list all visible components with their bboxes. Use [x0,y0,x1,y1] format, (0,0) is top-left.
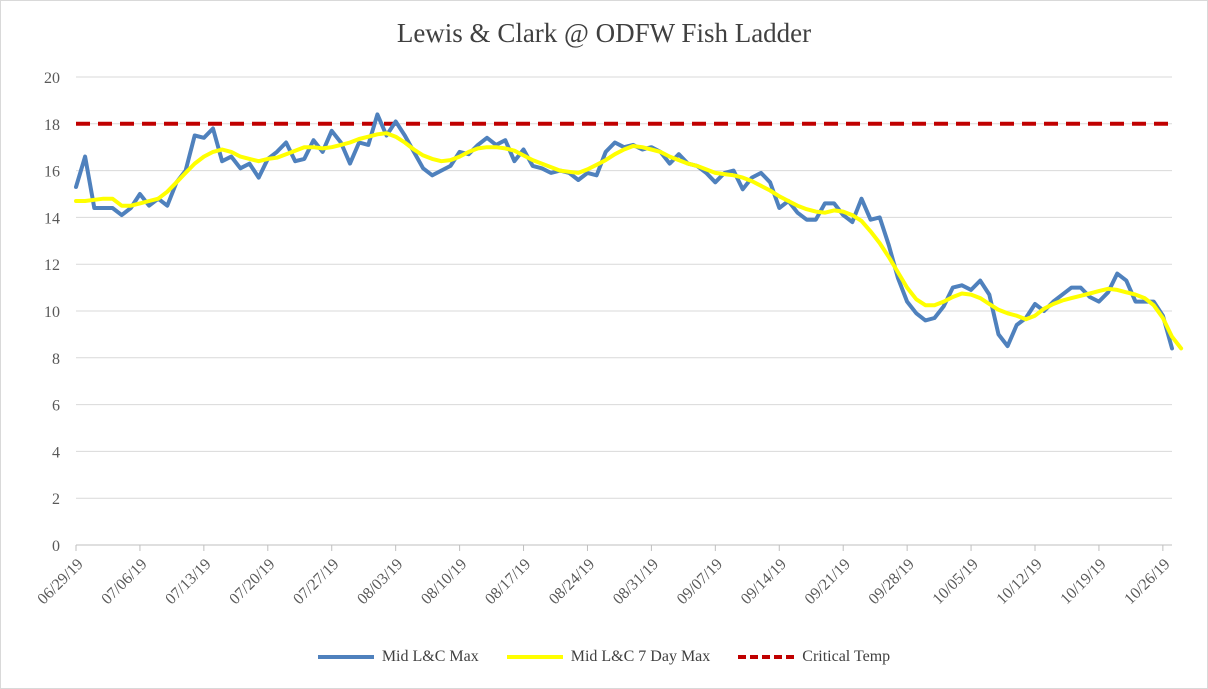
chart-title: Lewis & Clark @ ODFW Fish Ladder [396,18,812,48]
legend-label-mid-max: Mid L&C Max [381,648,479,665]
y-tick-label: 10 [44,304,60,321]
series-lines [74,112,1184,351]
legend-swatch-7day-max [506,655,563,659]
legend-item-mid-max: Mid L&C Max [317,648,479,666]
x-tick-label: 09/07/19 [674,556,726,608]
y-tick-label: 16 [44,164,60,181]
series-line-7day-max [74,131,1184,351]
x-tick-label: 10/26/19 [1121,556,1173,608]
x-tick-label: 08/17/19 [482,556,534,608]
x-tick-label: 08/10/19 [418,556,470,608]
legend-item-critical-temp: Critical Temp [738,648,890,666]
y-tick-label: 14 [44,210,60,227]
legend-item-7day-max: Mid L&C 7 Day Max [506,648,711,666]
x-tick-label: 09/21/19 [802,556,854,608]
legend: Mid L&C Max Mid L&C 7 Day Max Critical T… [0,648,1208,666]
x-tick-label: 07/27/19 [290,556,342,608]
x-tick-label: 09/28/19 [866,556,918,608]
x-tick-label: 09/14/19 [738,556,790,608]
x-tick-label: 06/29/19 [34,556,86,608]
legend-swatch-critical-temp [738,655,795,659]
x-tick-label: 10/12/19 [993,556,1045,608]
y-tick-label: 12 [44,257,60,274]
y-tick-label: 4 [52,444,60,461]
y-tick-label: 18 [44,117,60,134]
y-axis-ticks: 0 2 4 6 8 10 12 14 16 18 20 [44,70,60,555]
x-tick-label: 10/19/19 [1057,556,1109,608]
legend-swatch-mid-max [317,655,374,659]
x-axis: 06/29/19 07/06/19 07/13/19 07/20/19 07/27/19… [34,544,1174,608]
legend-label-critical-temp: Critical Temp [802,648,891,665]
x-tick-label: 07/13/19 [162,556,214,608]
x-tick-label: 07/20/19 [226,556,278,608]
x-tick-label: 07/06/19 [98,556,150,608]
legend-label-7day-max: Mid L&C 7 Day Max [570,648,711,665]
y-tick-label: 6 [52,398,60,415]
x-tick-label: 08/31/19 [610,556,662,608]
y-tick-label: 0 [52,538,60,555]
x-tick-label: 08/03/19 [354,556,406,608]
x-tick-label: 08/24/19 [546,556,598,608]
x-tick-label: 10/05/19 [930,556,982,608]
y-tick-label: 20 [44,70,60,87]
y-tick-label: 2 [52,491,60,508]
y-tick-label: 8 [52,351,60,368]
series-line-mid-max [74,112,1174,351]
